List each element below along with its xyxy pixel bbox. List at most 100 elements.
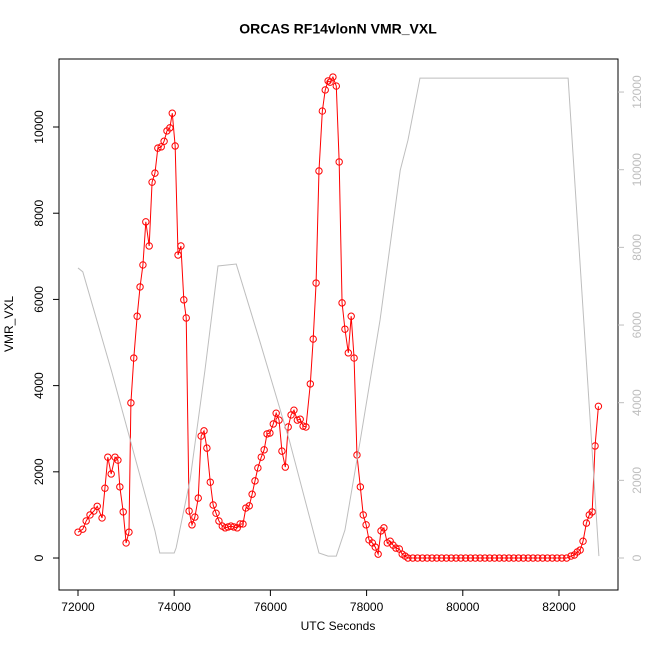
data-point [185, 507, 193, 515]
data-point [409, 554, 417, 562]
data-point [437, 554, 446, 562]
data-point [567, 552, 575, 560]
data-point [457, 554, 465, 562]
y-tick-label: 4000 [32, 372, 46, 399]
data-point [318, 107, 327, 115]
data-point [302, 423, 310, 431]
data-point [257, 453, 265, 461]
data-point [510, 554, 518, 562]
y2-tick-label: 12000 [630, 75, 644, 109]
data-point [558, 554, 566, 562]
data-point [500, 554, 508, 562]
data-point [306, 380, 315, 388]
data-point [447, 554, 455, 562]
data-point [299, 422, 307, 430]
data-point [392, 544, 400, 552]
data-point [514, 554, 523, 562]
data-point [263, 430, 271, 438]
x-axis-label: UTC Seconds [301, 619, 376, 633]
y-tick-label: 6000 [32, 286, 46, 313]
data-point [139, 261, 147, 269]
data-point [239, 520, 247, 528]
data-point [481, 554, 489, 562]
data-point [338, 299, 346, 307]
data-point [582, 519, 591, 527]
y2-tick-label: 8000 [630, 234, 644, 261]
data-point [529, 554, 537, 562]
series-line [77, 75, 599, 559]
y2-tick-label: 4000 [630, 389, 644, 416]
data-point [290, 406, 298, 414]
data-point [188, 521, 196, 529]
data-point [466, 554, 475, 562]
data-point [278, 447, 286, 455]
data-point [293, 416, 302, 424]
data-point [324, 77, 332, 85]
data-point [344, 349, 353, 357]
data-point [177, 242, 185, 250]
data-point [215, 517, 223, 525]
data-point [136, 283, 144, 291]
data-point [191, 513, 199, 521]
data-point [212, 509, 220, 517]
data-point [433, 554, 441, 562]
data-point [374, 550, 382, 558]
data-point [101, 484, 109, 492]
data-point [209, 501, 217, 509]
data-point [160, 137, 168, 145]
y2-tick-label: 0 [630, 554, 644, 561]
data-point [275, 416, 283, 424]
data-point [142, 218, 150, 226]
series-line [77, 77, 600, 557]
data-point [90, 507, 98, 515]
data-point [413, 554, 422, 562]
data-point [534, 554, 542, 562]
x-tick-label: 74000 [158, 600, 192, 614]
data-point [151, 169, 159, 177]
data-point [86, 511, 94, 519]
data-point [471, 554, 479, 562]
data-point [461, 554, 470, 562]
data-point [341, 325, 349, 333]
data-point [154, 144, 162, 152]
x-tick-label: 82000 [542, 600, 576, 614]
data-point [203, 444, 211, 452]
data-point [519, 554, 528, 562]
data-point [380, 524, 388, 532]
data-point [548, 554, 556, 562]
y-tick-label: 8000 [32, 200, 46, 227]
data-point [79, 525, 87, 533]
data-point [423, 554, 431, 562]
data-point [347, 312, 355, 320]
data-point [309, 335, 317, 343]
data-point [442, 554, 451, 562]
data-point [404, 554, 412, 562]
data-point [260, 446, 268, 454]
y2-tick-label: 2000 [630, 467, 644, 494]
data-point [130, 354, 138, 362]
data-point [119, 508, 127, 516]
data-point [281, 463, 290, 471]
data-point [254, 464, 262, 472]
data-point [332, 82, 340, 90]
data-point [495, 554, 504, 562]
data-point [182, 314, 190, 322]
data-point [371, 543, 379, 551]
data-point [594, 402, 603, 411]
data-point [576, 546, 584, 554]
x-tick-label: 80000 [446, 600, 480, 614]
data-point [452, 554, 460, 562]
data-point [133, 312, 141, 320]
data-point [174, 251, 182, 259]
data-point [107, 470, 115, 478]
data-point [562, 554, 571, 562]
plot-box [58, 58, 619, 591]
data-point [359, 511, 367, 519]
y-tick-label: 0 [32, 554, 46, 561]
data-point [490, 554, 499, 562]
data-point [171, 142, 179, 150]
data-point [538, 554, 547, 562]
data-point [315, 167, 323, 175]
data-point [312, 279, 320, 287]
